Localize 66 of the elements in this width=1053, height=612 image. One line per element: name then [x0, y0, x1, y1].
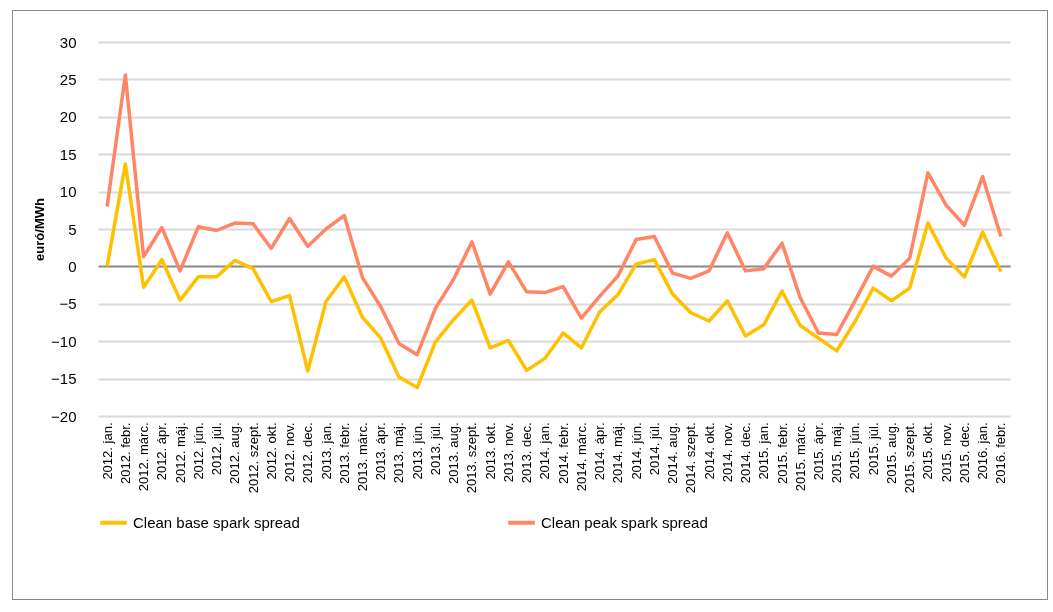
y-tick-label: −5	[59, 295, 77, 313]
x-tick-label: 2012. dec.	[300, 422, 316, 484]
x-tick-label: 2012. jan.	[99, 422, 115, 480]
x-tick-label: 2012. okt.	[263, 422, 279, 480]
x-tick-label: 2013. márc.	[354, 422, 370, 492]
x-tick-label: 2015. szept.	[902, 422, 918, 494]
x-tick-label: 2013. okt.	[482, 422, 498, 480]
y-tick-label: 20	[59, 108, 77, 126]
x-tick-label: 2013. jan.	[318, 422, 334, 480]
x-tick-label: 2015. ápr.	[810, 422, 826, 481]
x-tick-label: 2015. máj.	[829, 422, 845, 484]
x-tick-label: 2012. júl.	[209, 422, 225, 476]
y-tick-label: 30	[59, 33, 77, 51]
x-tick-label: 2012. nov.	[282, 422, 298, 483]
x-tick-label: 2013. szept.	[464, 422, 480, 494]
y-tick-label: 15	[59, 145, 77, 163]
x-tick-label: 2013. jún.	[409, 422, 425, 480]
x-tick-label: 2015. júl.	[865, 422, 881, 476]
x-tick-label: 2013. aug.	[446, 422, 462, 484]
x-tick-label: 2014. febr.	[555, 422, 571, 484]
y-tick-label: −20	[51, 407, 77, 425]
x-tick-label: 2015. okt.	[920, 422, 936, 480]
y-tick-label: 5	[68, 220, 77, 238]
x-tick-label: 2014. márc.	[573, 422, 589, 492]
x-tick-label: 2013. febr.	[336, 422, 352, 484]
y-tick-label: −15	[51, 370, 77, 388]
x-tick-label: 2015. jan.	[756, 422, 772, 480]
x-tick-label: 2015. aug.	[883, 422, 899, 484]
x-tick-label: 2015. jún.	[847, 422, 863, 480]
x-tick-label: 2016. febr.	[993, 422, 1009, 484]
y-tick-label: 10	[59, 183, 77, 201]
x-tick-label: 2012. szept.	[245, 422, 261, 494]
line-series	[105, 73, 1003, 357]
x-tick-label: 2014. dec.	[738, 422, 754, 484]
x-tick-label: 2013. ápr.	[373, 422, 389, 481]
y-axis-title: euró/MWh	[32, 198, 48, 261]
x-tick-label: 2014. nov.	[719, 422, 735, 483]
legend-label: Clean base spark spread	[133, 513, 300, 531]
x-tick-label: 2012. jún.	[190, 422, 206, 480]
x-tick-label: 2014. jún.	[628, 422, 644, 480]
x-tick-label: 2014. aug.	[665, 422, 681, 484]
x-tick-label: 2014. okt.	[701, 422, 717, 480]
y-tick-label: 0	[68, 257, 77, 275]
y-tick-label: 25	[59, 70, 77, 88]
x-tick-label: 2014. júl.	[646, 422, 662, 476]
x-tick-label: 2015. dec.	[956, 422, 972, 484]
x-tick-label: 2012. ápr.	[154, 422, 170, 481]
x-tick-label: 2014. máj.	[610, 422, 626, 484]
line-series	[105, 162, 1003, 390]
x-tick-label: 2013. máj.	[391, 422, 407, 484]
y-tick-label: −10	[51, 332, 77, 350]
x-tick-label: 2012. márc.	[136, 422, 152, 492]
x-tick-label: 2013. dec.	[519, 422, 535, 484]
legend-label: Clean peak spark spread	[541, 513, 708, 531]
x-tick-label: 2014. szept.	[683, 422, 699, 494]
x-tick-label: 2012. febr.	[117, 422, 133, 484]
x-tick-label: 2014. ápr.	[592, 422, 608, 481]
x-tick-label: 2016. jan.	[975, 422, 991, 480]
x-tick-label: 2015. nov.	[938, 422, 954, 483]
x-tick-label: 2014. jan.	[537, 422, 553, 480]
x-tick-label: 2015. márc.	[792, 422, 808, 492]
x-tick-label: 2012. máj.	[172, 422, 188, 484]
x-tick-label: 2013. júl.	[427, 422, 443, 476]
x-tick-label: 2013. nov.	[500, 422, 516, 483]
x-tick-label: 2012. aug.	[227, 422, 243, 484]
x-tick-label: 2015. febr.	[774, 422, 790, 484]
